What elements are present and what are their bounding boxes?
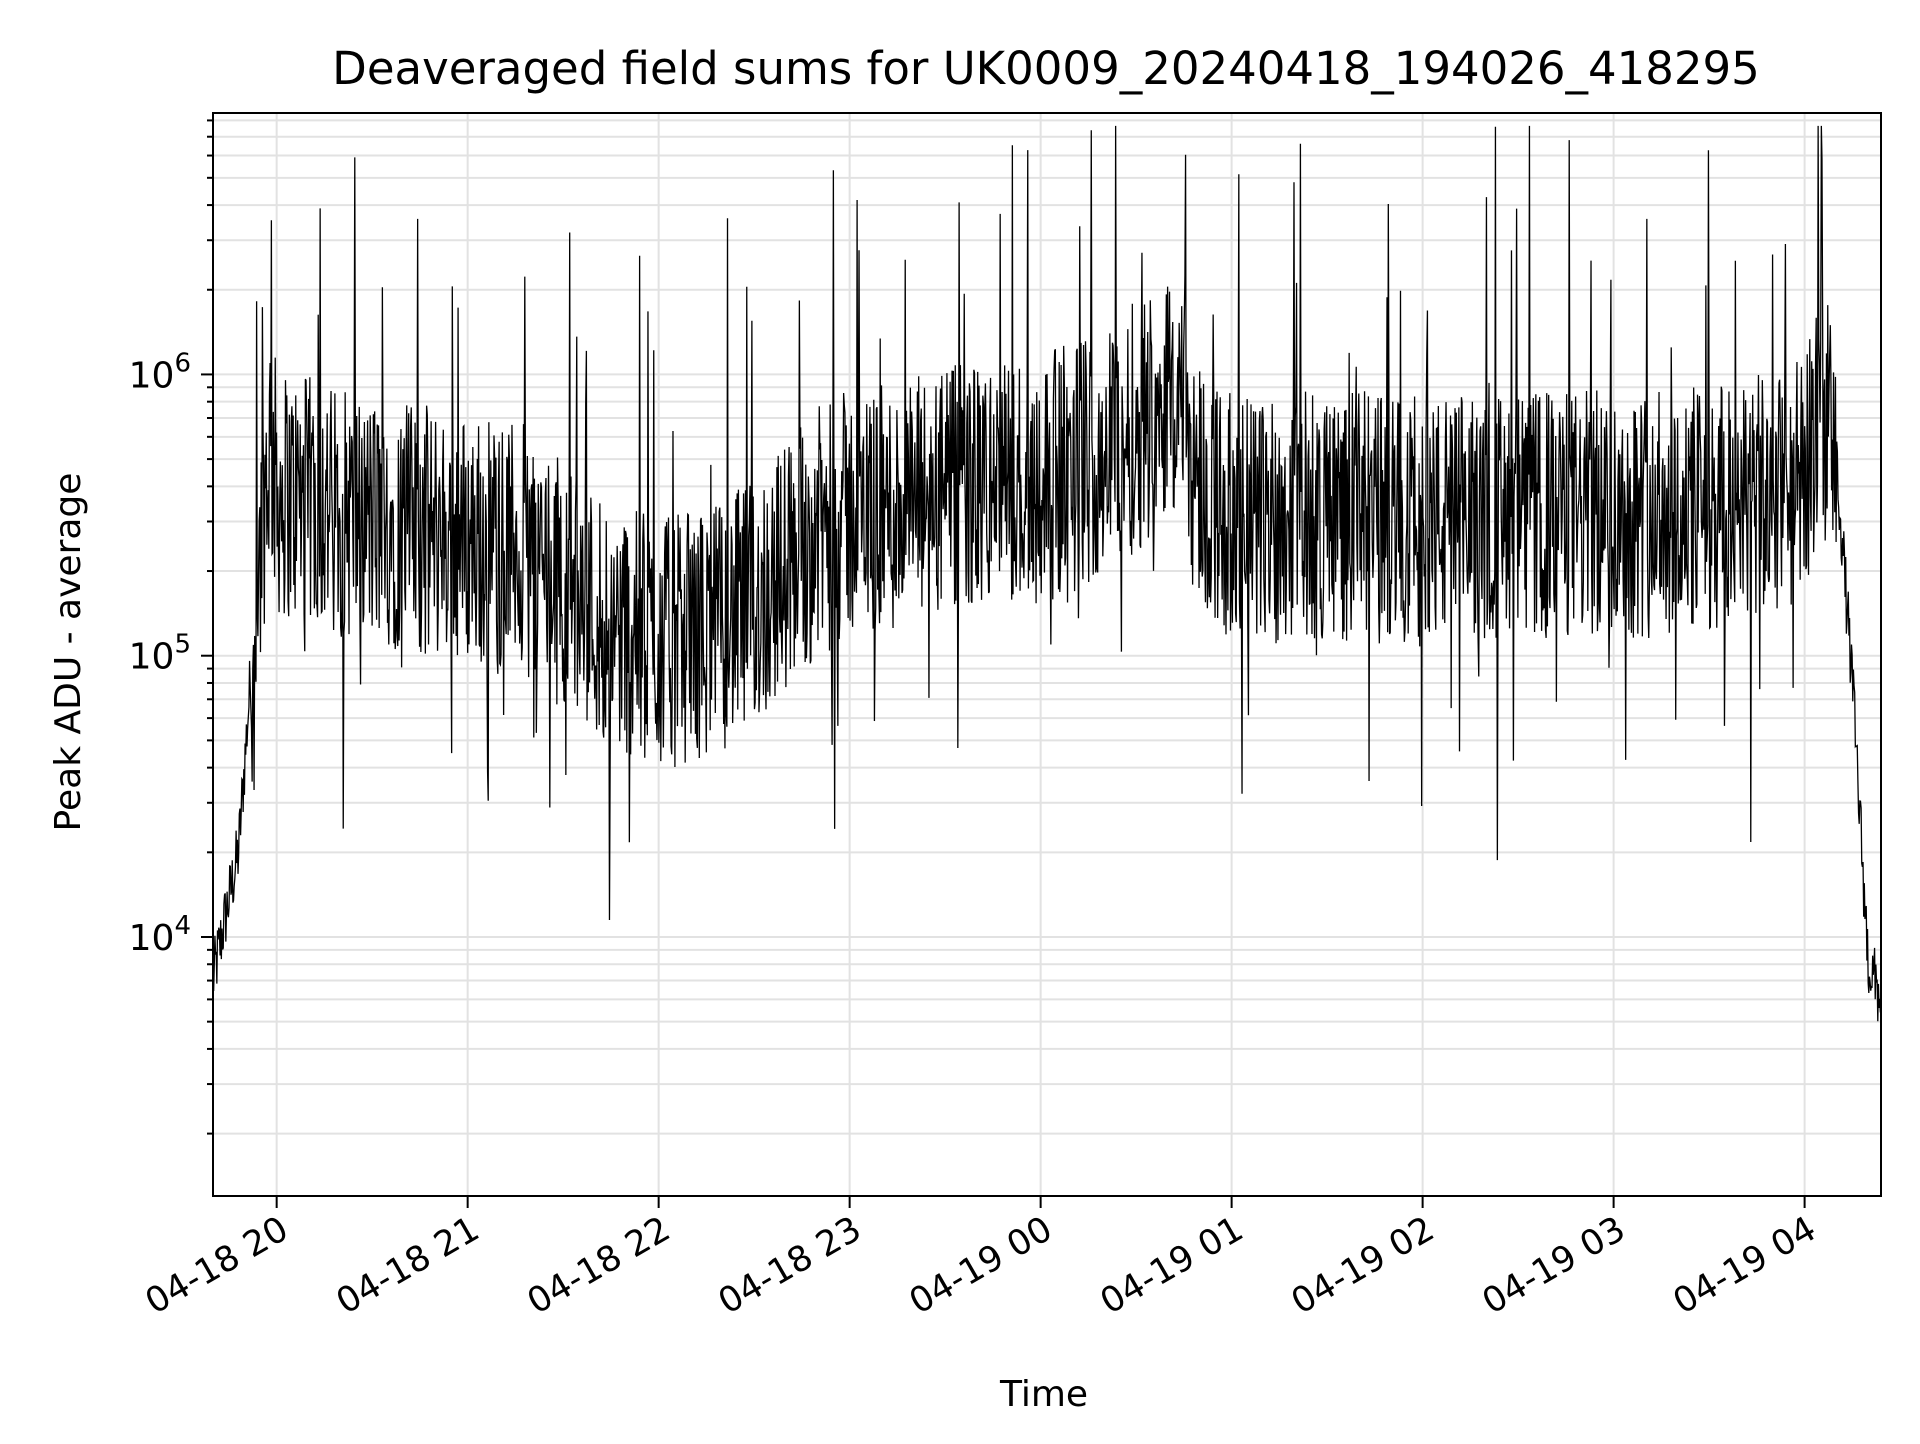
x-tick-label: 04-18 22 (521, 1209, 677, 1322)
x-axis-label: Time (999, 1374, 1088, 1415)
y-tick-label: 104 (129, 911, 191, 959)
chart-title: Deaveraged field sums for UK0009_2024041… (332, 42, 1760, 95)
plot-frame (212, 112, 1882, 1197)
y-axis-ticks: 104 105 106 (129, 119, 213, 1135)
x-tick-label: 04-18 20 (139, 1209, 295, 1322)
x-tick-label: 04-18 23 (712, 1209, 868, 1322)
y-axis-label: Peak ADU - average (48, 473, 89, 832)
x-tick-label: 04-19 04 (1667, 1209, 1823, 1322)
x-tick-label: 04-19 00 (903, 1209, 1059, 1322)
grid-lines (213, 113, 1881, 1196)
y-tick-label: 106 (129, 348, 191, 396)
x-tick-label: 04-18 21 (330, 1209, 486, 1322)
x-tick-label: 04-19 01 (1094, 1209, 1250, 1322)
x-axis-ticks: 04-18 20 04-18 21 04-18 22 04-18 23 04-19 00… (139, 1196, 1823, 1322)
x-tick-label: 04-19 02 (1285, 1209, 1441, 1322)
x-tick-label: 04-19 03 (1476, 1209, 1632, 1322)
y-tick-label: 105 (129, 630, 191, 678)
series-line (212, 125, 1882, 1022)
